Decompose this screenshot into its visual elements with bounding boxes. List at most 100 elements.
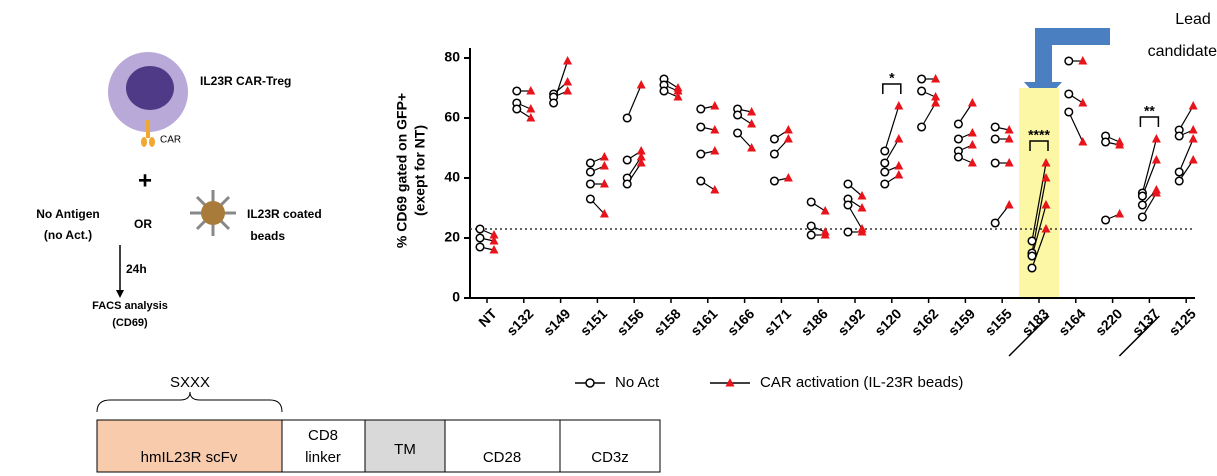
car-point (820, 206, 830, 215)
underline (1118, 315, 1160, 357)
pair-line (1178, 105, 1194, 131)
car-point (857, 191, 867, 200)
x-tick-label: s164 (1055, 305, 1088, 338)
callout-text: candidate (1148, 43, 1217, 60)
x-tick-label: s186 (798, 305, 831, 338)
pair-line (626, 84, 642, 119)
no-act-point (1101, 137, 1111, 147)
no-act-point (843, 179, 853, 189)
sig-label: **** (1028, 127, 1050, 143)
callout-arrow (1024, 28, 1110, 103)
no-act-point (1064, 89, 1074, 99)
x-tick-label: s171 (761, 305, 794, 338)
x-tick-label: s125 (1166, 305, 1199, 338)
car-point (1004, 200, 1014, 209)
time-label: 24h (126, 262, 147, 276)
no-act-point (1027, 236, 1037, 246)
legend-marker (585, 378, 595, 388)
sig-label: * (889, 70, 895, 86)
pair-line (1178, 138, 1194, 173)
car-point (489, 236, 499, 245)
car-point (1078, 56, 1088, 65)
no-act-point (622, 155, 632, 165)
car-point (563, 77, 573, 86)
car-point (599, 152, 609, 161)
car-point (783, 173, 793, 182)
car-point (710, 185, 720, 194)
car-point (599, 179, 609, 188)
car-point (894, 170, 904, 179)
car-point (747, 119, 757, 128)
car-point (1041, 224, 1051, 233)
no-act-point (1137, 191, 1147, 201)
construct: SXXX hmIL23R scFv CD8 linker TM CD28 CD3… (96, 374, 661, 473)
no-act-point (880, 146, 890, 156)
x-tick-label: s192 (834, 305, 867, 338)
no-act-point (622, 113, 632, 123)
bead (190, 190, 236, 236)
no-act-point (1174, 167, 1184, 177)
x-tick-label: s149 (540, 305, 573, 338)
pair-line (1141, 192, 1157, 218)
y-tick-label: 60 (444, 109, 460, 125)
no-act-point (696, 122, 706, 132)
beads-label: beads (250, 229, 285, 243)
car-stalk (146, 120, 150, 138)
car-point (1115, 140, 1125, 149)
no-act-point (990, 218, 1000, 228)
car-point (489, 245, 499, 254)
no-act-point (696, 149, 706, 159)
pair-line (1068, 111, 1084, 143)
legend-label: No Act (615, 374, 660, 391)
car-point (673, 92, 683, 101)
no-act-point (843, 200, 853, 210)
no-act-point (769, 134, 779, 144)
no-act-point (585, 167, 595, 177)
y-tick-label: 40 (444, 169, 460, 185)
highlight (1019, 88, 1059, 298)
car-point (710, 146, 720, 155)
domain-label: hmIL23R scFv (141, 449, 238, 466)
nucleus (126, 66, 174, 110)
car-point (599, 209, 609, 218)
no-act-point (806, 221, 816, 231)
car-point (1151, 155, 1161, 164)
car-point (931, 98, 941, 107)
no-act-point (622, 179, 632, 189)
no-act-point (843, 227, 853, 237)
beads-label: IL23R coated (247, 207, 322, 221)
no-act-point (733, 128, 743, 138)
no-act-point (1064, 107, 1074, 117)
no-act-point (1137, 212, 1147, 222)
y-axis-title: (exept for NT) (412, 125, 428, 216)
car-point (747, 143, 757, 152)
no-act-point (512, 104, 522, 114)
car-point (857, 227, 867, 236)
car-point (967, 140, 977, 149)
y-tick-label: 80 (444, 49, 460, 65)
car-point (967, 158, 977, 167)
no-act-point (1101, 215, 1111, 225)
car-point (526, 86, 536, 95)
no-act-point (953, 134, 963, 144)
car-point (1041, 200, 1051, 209)
pair-line (921, 102, 937, 128)
no-act-point (769, 176, 779, 186)
car-point (489, 230, 499, 239)
car-point (1188, 101, 1198, 110)
no-act-point (1174, 176, 1184, 186)
pair-line (1031, 204, 1047, 257)
domain-label: linker (305, 449, 341, 466)
legend-marker (725, 378, 735, 387)
no-act-point (953, 119, 963, 129)
car-point (1078, 98, 1088, 107)
x-tick-label: s120 (871, 305, 904, 338)
car-point (636, 146, 646, 155)
sig-bracket (882, 83, 902, 94)
domain-label: TM (394, 441, 416, 458)
x-tick-label: s166 (724, 305, 757, 338)
y-axis-title: % CD69 gated on GFP+ (394, 93, 410, 248)
x-tick-label: s159 (945, 305, 978, 338)
domain-box (559, 419, 661, 473)
